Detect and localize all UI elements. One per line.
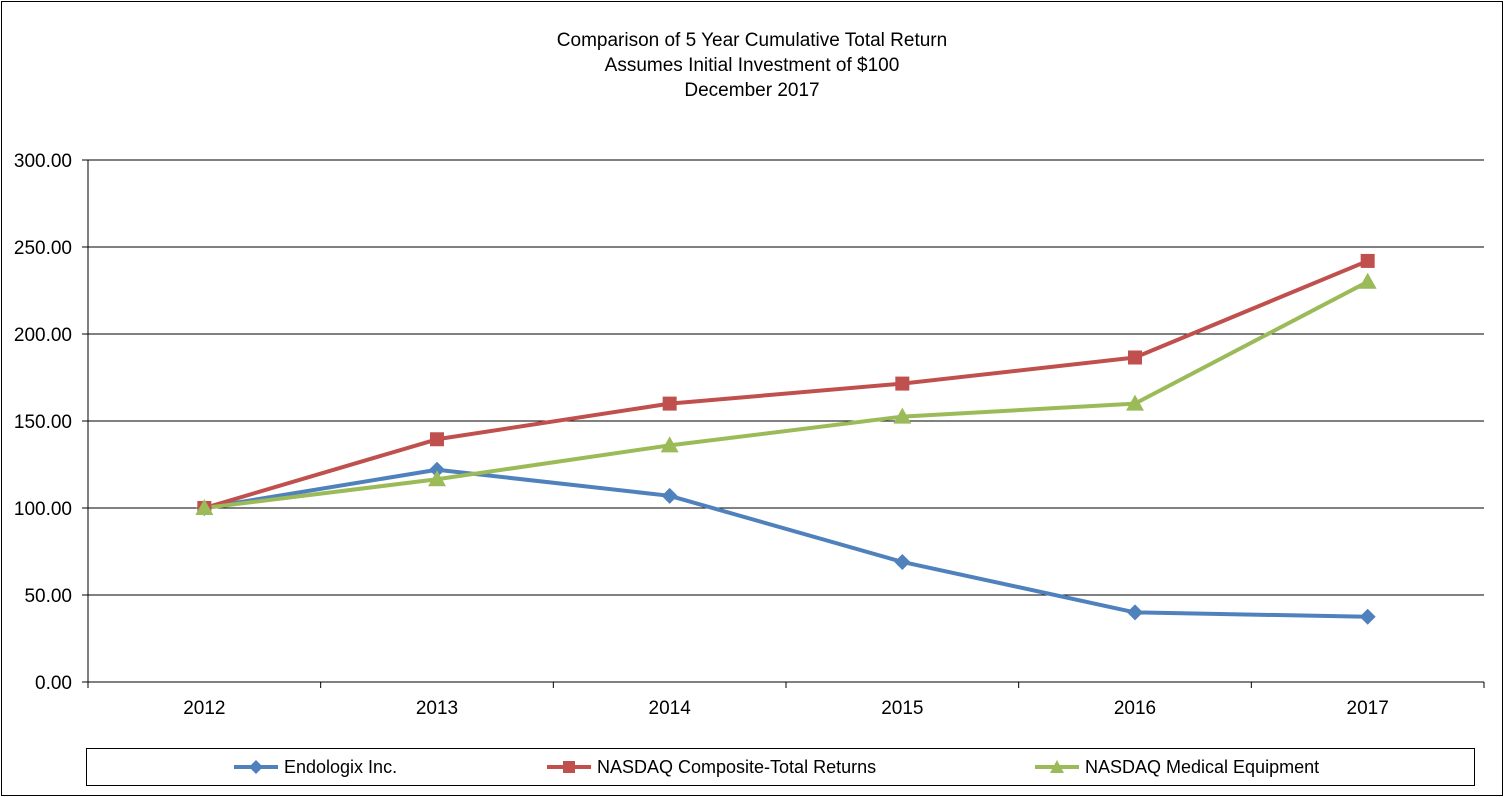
x-tick-label: 2013 (416, 698, 458, 719)
data-point-triangle (1126, 394, 1144, 411)
chart-title-line-1: Comparison of 5 Year Cumulative Total Re… (556, 30, 948, 51)
data-point-diamond (1359, 608, 1376, 625)
legend-item-endologix: Endologix Inc. (232, 749, 397, 785)
y-tick-label: 250.00 (14, 238, 72, 259)
y-tick-label: 0.00 (35, 673, 72, 694)
data-point-triangle (1358, 272, 1377, 289)
x-tick-label: 2015 (881, 698, 923, 719)
legend-item-nasdaq-medical: NASDAQ Medical Equipment (1033, 749, 1319, 785)
legend-swatch-triangle (1035, 760, 1079, 773)
x-tick-label: 2014 (649, 698, 692, 719)
x-tick-label: 2016 (1114, 698, 1156, 719)
data-point-diamond (661, 487, 678, 504)
data-point-square (662, 396, 677, 411)
data-point-diamond (1127, 604, 1143, 621)
legend-item-nasdaq-composite: NASDAQ Composite-Total Returns (545, 749, 876, 785)
x-tick-label: 2017 (1347, 698, 1389, 719)
data-point-triangle (428, 470, 446, 487)
chart-title-line-2: Assumes Initial Investment of $100 (604, 55, 900, 76)
series-line (202, 467, 1370, 619)
legend-swatch-square (547, 761, 591, 773)
data-point-square (895, 376, 910, 391)
y-tick-label: 50.00 (24, 586, 72, 607)
y-tick-label: 150.00 (14, 412, 72, 433)
legend-label: NASDAQ Composite-Total Returns (597, 756, 877, 777)
chart-legend: Endologix Inc. NASDAQ Composite-Total Re… (86, 748, 1475, 786)
data-point-triangle (893, 407, 912, 424)
data-point-triangle (660, 436, 679, 453)
x-tick-label: 2012 (183, 698, 225, 719)
data-point-diamond (429, 461, 445, 478)
series-line (202, 258, 1370, 510)
data-point-triangle (195, 499, 214, 515)
y-tick-label: 100.00 (14, 499, 72, 520)
chart-title: Comparison of 5 Year Cumulative Total Re… (0, 28, 1504, 103)
legend-swatch-diamond (234, 760, 278, 774)
data-point-square (1128, 350, 1142, 365)
data-point-square (1360, 253, 1375, 268)
series-line (202, 279, 1370, 510)
chart-title-line-3: December 2017 (684, 80, 820, 101)
data-point-diamond (894, 553, 911, 570)
legend-label: NASDAQ Medical Equipment (1085, 756, 1320, 777)
y-tick-label: 300.00 (14, 151, 72, 172)
data-point-square (430, 432, 444, 447)
legend-label: Endologix Inc. (284, 756, 398, 777)
y-tick-label: 200.00 (14, 325, 72, 346)
